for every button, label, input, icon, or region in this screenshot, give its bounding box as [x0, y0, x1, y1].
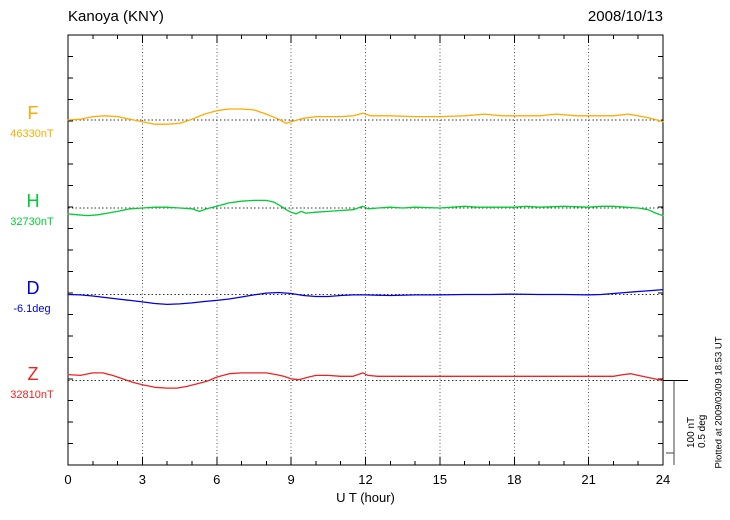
- x-tick-label-9: 9: [288, 472, 295, 487]
- series-label-h: H: [26, 191, 40, 211]
- x-tick-label-6: 6: [213, 472, 220, 487]
- x-tick-label-3: 3: [139, 472, 146, 487]
- x-tick-label-18: 18: [507, 472, 521, 487]
- x-tick-label-12: 12: [358, 472, 372, 487]
- x-tick-label-0: 0: [64, 472, 71, 487]
- series-baseline-d: -6.1deg: [13, 303, 51, 315]
- series-label-z: Z: [27, 364, 39, 384]
- trace-H: [67, 199, 664, 217]
- plotted-timestamp-note: Plotted at 2009/03/09 18:53 UT: [713, 336, 725, 469]
- scale-deg-label: 0.5 deg: [697, 414, 708, 448]
- trace-D: [67, 288, 664, 306]
- series-baseline-f: 46330nT: [10, 128, 54, 140]
- trace-F: [67, 108, 664, 125]
- x-axis-label: U T (hour): [336, 490, 395, 505]
- x-tick-label-21: 21: [581, 472, 595, 487]
- scale-nt-label: 100 nT: [686, 416, 697, 448]
- plot-date: 2008/10/13: [587, 8, 663, 25]
- x-tick-label-15: 15: [433, 472, 447, 487]
- x-tick-label-24: 24: [656, 472, 670, 487]
- series-label-d: D: [26, 278, 40, 298]
- station-title: Kanoya (KNY): [68, 8, 164, 25]
- series-label-f: F: [27, 103, 39, 123]
- trace-Z: [67, 372, 664, 389]
- series-baseline-z: 32810nT: [10, 389, 54, 401]
- scale-bar-label: 100 nT 0.5 deg: [686, 402, 708, 448]
- series-baseline-h: 32730nT: [10, 216, 54, 228]
